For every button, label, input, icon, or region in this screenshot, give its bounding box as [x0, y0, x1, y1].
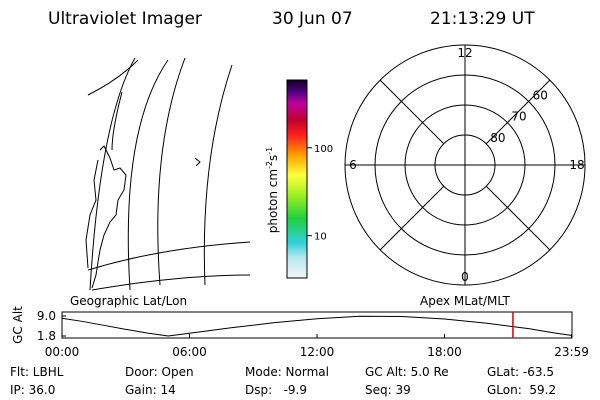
- y-tick-label: 1.8: [37, 329, 56, 343]
- altitude-line: [61, 315, 573, 337]
- status-field: Door: Open: [125, 365, 194, 379]
- colorbar: [286, 79, 308, 279]
- status-field: Dsp: -9.9: [245, 383, 307, 397]
- status-field: Seq: 39: [365, 383, 411, 397]
- x-tick-label: 12:00: [300, 345, 335, 359]
- status-field: Mode: Normal: [245, 365, 329, 379]
- colorbar-tick-label: 10: [314, 232, 327, 243]
- polar-diagonal: [379, 79, 445, 145]
- colorbar-label-part: -2: [265, 161, 274, 169]
- polar-diagonal: [485, 79, 551, 145]
- status-field: Gain: 14: [125, 383, 176, 397]
- lat-label: 70: [511, 110, 526, 124]
- colorbar-label: photon cm-2s-1: [265, 147, 280, 234]
- status-field: GLon: 59.2: [487, 383, 556, 397]
- mlt-label: 12: [457, 46, 472, 60]
- x-tick-label: 06:00: [172, 345, 207, 359]
- polar-diagonal: [379, 185, 445, 251]
- y-axis-label: GC Alt: [11, 306, 25, 344]
- time: 21:13:29 UT: [430, 9, 535, 29]
- mlt-label: 0: [461, 270, 469, 284]
- status-field: GLat: -63.5: [487, 365, 554, 379]
- title: Ultraviolet Imager: [48, 9, 202, 29]
- status-field: GC Alt: 5.0 Re: [365, 365, 449, 379]
- lat-label: 80: [490, 131, 505, 145]
- lat-label: 60: [533, 88, 548, 102]
- status-field: Flt: LBHL: [10, 365, 64, 379]
- date: 30 Jun 07: [272, 9, 353, 29]
- status-field: IP: 36.0: [10, 383, 55, 397]
- polar-diagonal: [485, 185, 551, 251]
- geo-map: [85, 57, 251, 291]
- colorbar-label-part: -1: [265, 147, 274, 155]
- strip-right-label: Apex MLat/MLT: [420, 294, 510, 308]
- colorbar-label-part: s: [266, 155, 280, 161]
- strip-left-label: Geographic Lat/Lon: [70, 294, 187, 308]
- mlt-label: 18: [569, 158, 584, 172]
- colorbar-tick-label: 100: [314, 144, 333, 155]
- x-tick-label: 00:00: [45, 345, 80, 359]
- mlt-label: 6: [349, 158, 357, 172]
- x-tick-label: 18:00: [427, 345, 462, 359]
- colorbar-label-part: photon cm: [266, 169, 280, 233]
- x-tick-label: 23:59: [554, 345, 589, 359]
- y-tick-label: 9.0: [37, 309, 56, 323]
